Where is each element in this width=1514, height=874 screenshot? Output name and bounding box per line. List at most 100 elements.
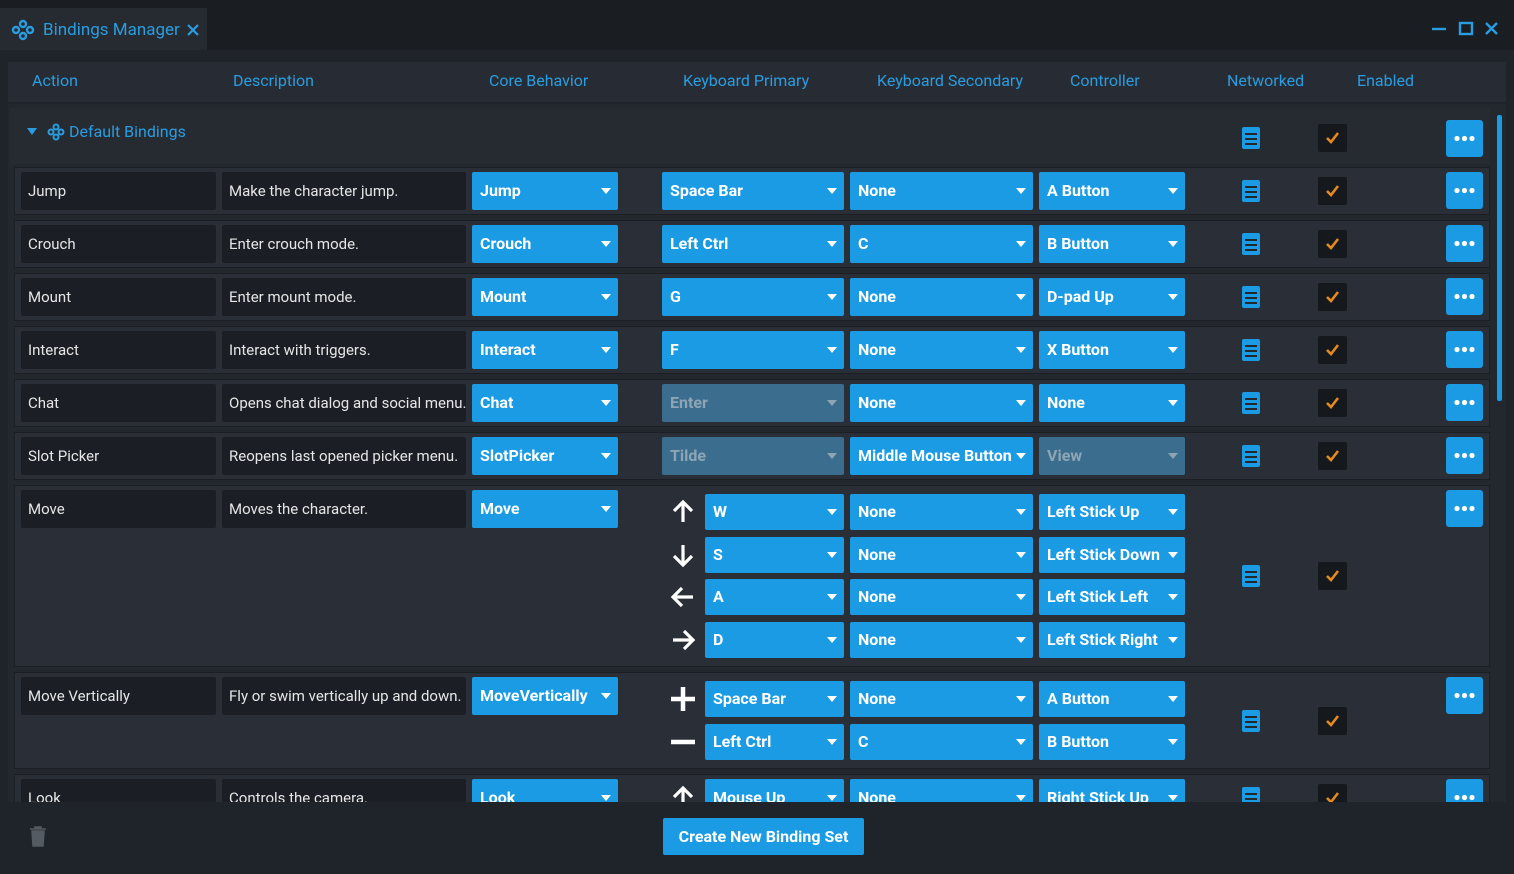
controller-dropdown[interactable]: A Button [1039, 172, 1185, 210]
primary-dropdown[interactable]: D [705, 621, 844, 658]
group-label[interactable]: Default Bindings [69, 122, 186, 141]
secondary-dropdown[interactable]: None [850, 681, 1033, 717]
primary-dropdown[interactable]: S [705, 536, 844, 573]
primary-dropdown[interactable]: Left Ctrl [662, 225, 844, 263]
controller-dropdown[interactable]: B Button [1039, 723, 1185, 760]
primary-dropdown[interactable]: Tilde [662, 437, 844, 475]
core-dropdown[interactable]: Move [472, 490, 618, 528]
primary-dropdown[interactable]: Space Bar [705, 681, 844, 717]
networked-icon[interactable] [1241, 179, 1261, 203]
core-dropdown[interactable]: Mount [472, 278, 618, 316]
networked-icon[interactable] [1241, 285, 1261, 309]
enabled-checkbox[interactable] [1318, 283, 1347, 311]
core-dropdown[interactable]: Chat [472, 384, 618, 422]
secondary-dropdown[interactable]: None [850, 384, 1033, 422]
secondary-dropdown[interactable]: None [850, 278, 1033, 316]
column-label[interactable]: Description [233, 71, 314, 90]
controller-dropdown[interactable]: X Button [1039, 331, 1185, 369]
action-field[interactable]: Crouch [21, 225, 216, 263]
enabled-checkbox[interactable] [1318, 784, 1347, 802]
action-field[interactable]: Move [21, 490, 216, 528]
secondary-dropdown[interactable]: None [850, 621, 1033, 658]
controller-dropdown[interactable]: Left Stick Left [1039, 579, 1185, 615]
more-button[interactable] [1446, 779, 1483, 802]
core-dropdown[interactable]: Look [472, 779, 618, 802]
more-button[interactable] [1446, 437, 1483, 474]
column-label[interactable]: Action [32, 71, 78, 90]
column-label[interactable]: Controller [1070, 71, 1140, 90]
window-controls[interactable] [1430, 20, 1500, 38]
core-dropdown[interactable]: MoveVertically [472, 677, 618, 715]
column-label[interactable]: Networked [1227, 71, 1305, 90]
networked-icon[interactable] [1241, 564, 1261, 588]
controller-dropdown[interactable]: None [1039, 384, 1185, 422]
column-label[interactable]: Core Behavior [489, 71, 589, 90]
secondary-dropdown[interactable]: None [850, 494, 1033, 530]
description-field[interactable]: Controls the camera. [222, 779, 466, 802]
networked-icon[interactable] [1241, 232, 1261, 256]
enabled-checkbox[interactable] [1318, 230, 1347, 258]
networked-icon[interactable] [1241, 338, 1261, 362]
more-button[interactable] [1446, 225, 1483, 262]
description-field[interactable]: Opens chat dialog and social menu. [222, 384, 466, 422]
enabled-checkbox[interactable] [1318, 177, 1347, 205]
enabled-checkbox[interactable] [1318, 389, 1347, 417]
more-button[interactable] [1446, 677, 1483, 714]
delete-icon[interactable] [29, 826, 47, 847]
column-label[interactable]: Enabled [1357, 71, 1415, 90]
controller-dropdown[interactable]: Right Stick Up [1039, 779, 1185, 802]
secondary-dropdown[interactable]: None [850, 172, 1033, 210]
controller-dropdown[interactable]: A Button [1039, 681, 1185, 717]
description-field[interactable]: Reopens last opened picker menu. [222, 437, 466, 475]
secondary-dropdown[interactable]: None [850, 536, 1033, 573]
create-button[interactable]: Create New Binding Set [663, 818, 864, 855]
controller-dropdown[interactable]: B Button [1039, 225, 1185, 263]
column-label[interactable]: Keyboard Secondary [877, 71, 1024, 90]
primary-dropdown[interactable]: Mouse Up [705, 779, 844, 802]
action-field[interactable]: Move Vertically [21, 677, 216, 715]
description-field[interactable]: Moves the character. [222, 490, 466, 528]
tab-close[interactable] [186, 23, 200, 37]
core-dropdown[interactable]: Interact [472, 331, 618, 369]
core-dropdown[interactable]: Jump [472, 172, 618, 210]
secondary-dropdown[interactable]: None [850, 779, 1033, 802]
networked-icon[interactable] [1241, 126, 1261, 150]
primary-dropdown[interactable]: Left Ctrl [705, 723, 844, 760]
secondary-dropdown[interactable]: C [850, 225, 1033, 263]
more-button[interactable] [1446, 384, 1483, 421]
description-field[interactable]: Interact with triggers. [222, 331, 466, 369]
description-field[interactable]: Make the character jump. [222, 172, 466, 210]
enabled-checkbox[interactable] [1318, 442, 1347, 470]
tab[interactable]: Bindings Manager [0, 8, 207, 50]
secondary-dropdown[interactable]: None [850, 579, 1033, 615]
primary-dropdown[interactable]: A [705, 579, 844, 615]
action-field[interactable]: Mount [21, 278, 216, 316]
controller-dropdown[interactable]: Left Stick Right [1039, 621, 1185, 658]
action-field[interactable]: Jump [21, 172, 216, 210]
secondary-dropdown[interactable]: None [850, 331, 1033, 369]
column-label[interactable]: Keyboard Primary [683, 71, 810, 90]
secondary-dropdown[interactable]: Middle Mouse Button [850, 437, 1033, 475]
action-field[interactable]: Chat [21, 384, 216, 422]
description-field[interactable]: Enter crouch mode. [222, 225, 466, 263]
scrollbar[interactable] [1497, 115, 1502, 401]
primary-dropdown[interactable]: Space Bar [662, 172, 844, 210]
more-button[interactable] [1446, 331, 1483, 368]
action-field[interactable]: Slot Picker [21, 437, 216, 475]
description-field[interactable]: Fly or swim vertically up and down. [222, 677, 466, 715]
enabled-checkbox[interactable] [1318, 706, 1347, 735]
controller-dropdown[interactable]: D-pad Up [1039, 278, 1185, 316]
networked-icon[interactable] [1241, 391, 1261, 415]
secondary-dropdown[interactable]: C [850, 723, 1033, 760]
controller-dropdown[interactable]: Left Stick Down [1039, 536, 1185, 573]
more-button[interactable] [1446, 490, 1483, 527]
description-field[interactable]: Enter mount mode. [222, 278, 466, 316]
primary-dropdown[interactable]: Enter [662, 384, 844, 422]
primary-dropdown[interactable]: G [662, 278, 844, 316]
action-field[interactable]: Look [21, 779, 216, 802]
networked-icon[interactable] [1241, 786, 1261, 802]
controller-dropdown[interactable]: Left Stick Up [1039, 494, 1185, 530]
action-field[interactable]: Interact [21, 331, 216, 369]
enabled-checkbox[interactable] [1318, 562, 1347, 590]
primary-dropdown[interactable]: F [662, 331, 844, 369]
